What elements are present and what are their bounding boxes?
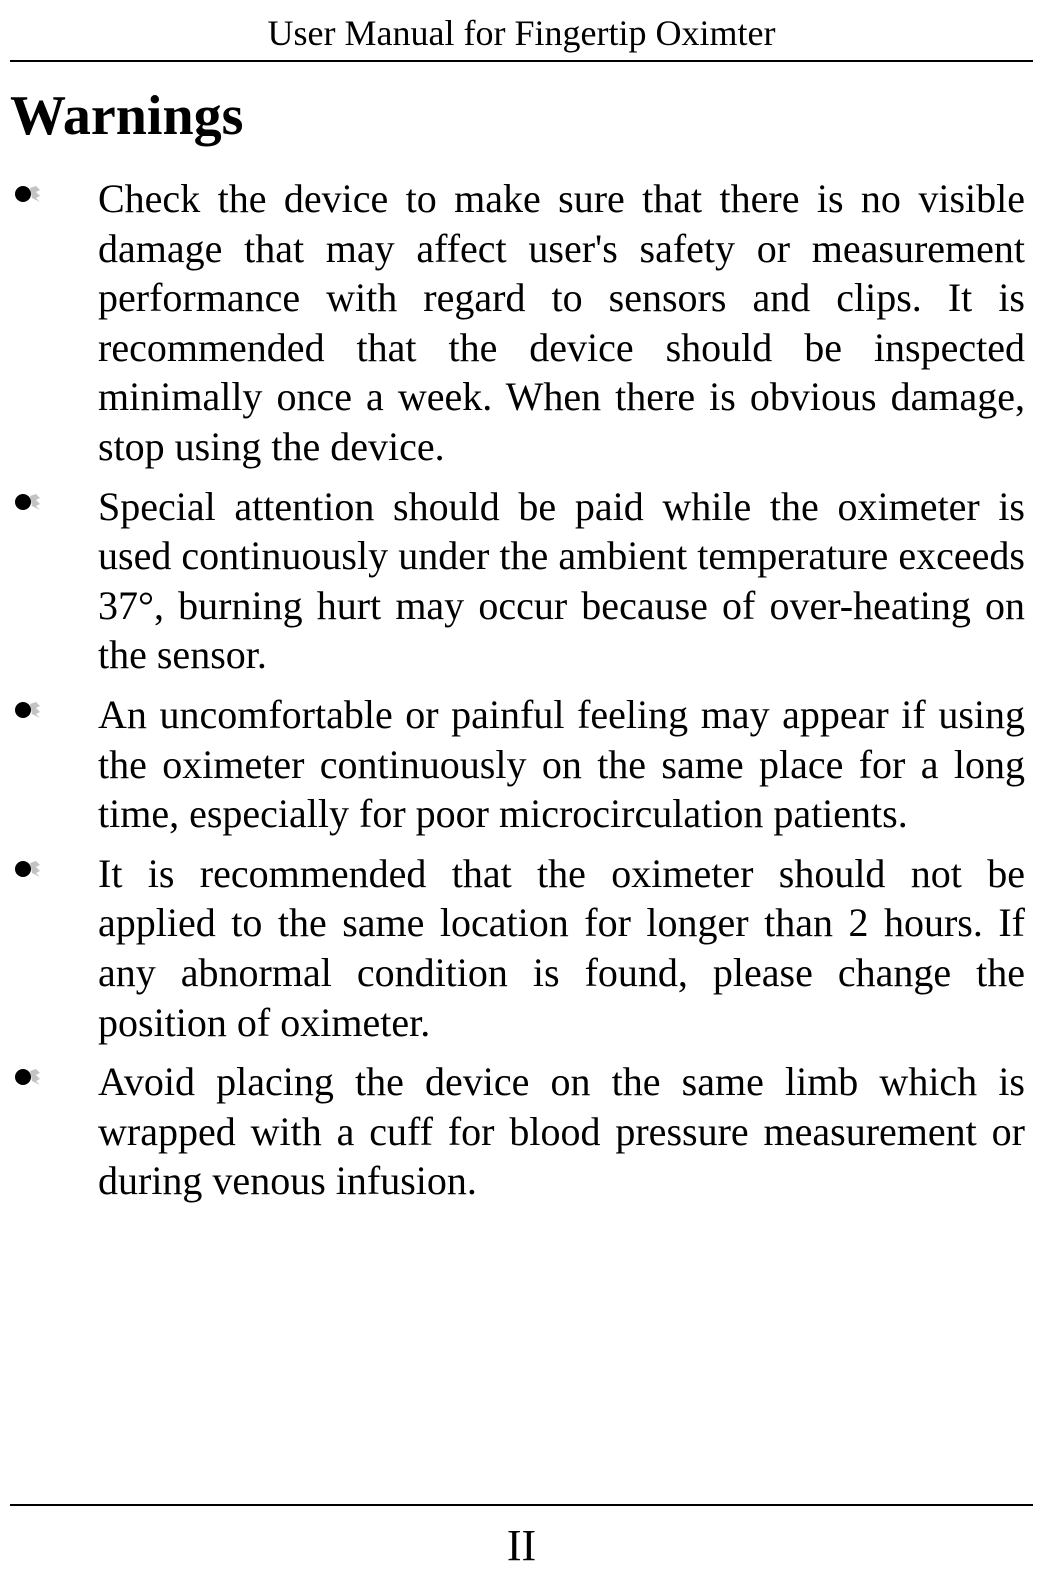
warning-bullet-icon bbox=[10, 1057, 98, 1092]
warning-item: It is recommended that the oximeter shou… bbox=[10, 849, 1033, 1047]
warning-bullet-icon bbox=[10, 174, 98, 209]
warning-bullet-icon bbox=[10, 849, 98, 884]
footer-rule bbox=[10, 1504, 1033, 1506]
warning-item: Avoid placing the device on the same lim… bbox=[10, 1057, 1033, 1206]
page-footer: II bbox=[10, 1504, 1033, 1571]
warning-text: Check the device to make sure that there… bbox=[98, 174, 1033, 472]
section-heading: Warnings bbox=[10, 84, 1033, 148]
header-rule bbox=[10, 60, 1033, 62]
page-header: User Manual for Fingertip Oximter bbox=[10, 12, 1033, 62]
page-number: II bbox=[10, 1520, 1033, 1571]
warning-item: Check the device to make sure that there… bbox=[10, 174, 1033, 472]
warning-item: An uncomfortable or painful feeling may … bbox=[10, 690, 1033, 839]
warning-bullet-icon bbox=[10, 690, 98, 725]
warning-item: Special attention should be paid while t… bbox=[10, 482, 1033, 680]
manual-page: User Manual for Fingertip Oximter Warnin… bbox=[0, 0, 1043, 1583]
warning-text: It is recommended that the oximeter shou… bbox=[98, 849, 1033, 1047]
header-title: User Manual for Fingertip Oximter bbox=[10, 12, 1033, 54]
warning-text: An uncomfortable or painful feeling may … bbox=[98, 690, 1033, 839]
warning-text: Avoid placing the device on the same lim… bbox=[98, 1057, 1033, 1206]
warning-text: Special attention should be paid while t… bbox=[98, 482, 1033, 680]
warning-bullet-icon bbox=[10, 482, 98, 517]
warning-list: Check the device to make sure that there… bbox=[10, 174, 1033, 1216]
